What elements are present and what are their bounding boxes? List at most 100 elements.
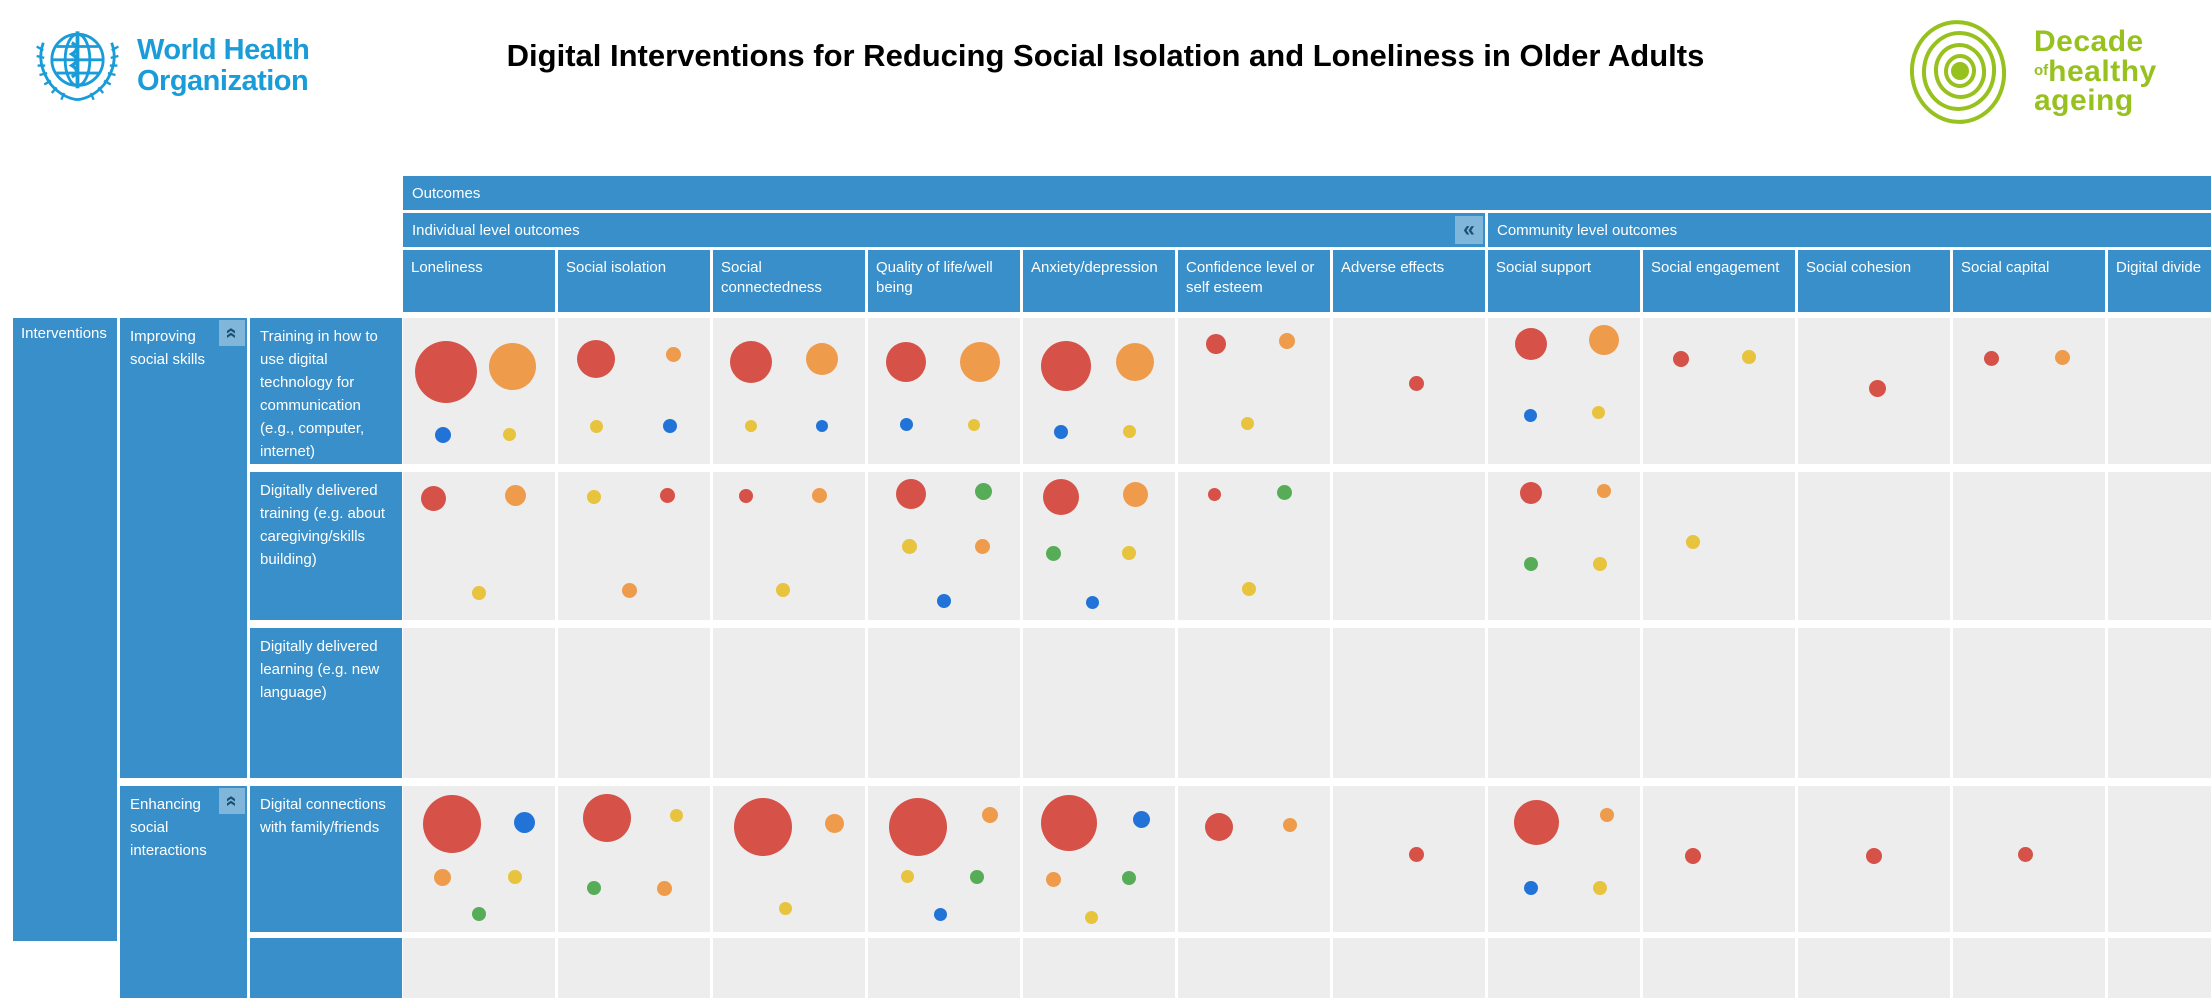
evidence-bubble-orange[interactable] [1596, 484, 1611, 499]
evidence-bubble-red[interactable] [739, 488, 754, 503]
evidence-bubble-yellow[interactable] [1122, 546, 1137, 561]
evidence-bubble-red[interactable] [582, 794, 631, 843]
evidence-bubble-yellow[interactable] [901, 870, 915, 884]
evidence-bubble-red[interactable] [1207, 487, 1221, 501]
evidence-bubble-red[interactable] [1983, 351, 1999, 367]
evidence-bubble-red[interactable] [1040, 794, 1097, 851]
evidence-bubble-yellow[interactable] [502, 428, 516, 442]
evidence-bubble-yellow[interactable] [1593, 881, 1608, 896]
evidence-bubble-red[interactable] [1519, 481, 1542, 504]
cell-qol [868, 938, 1020, 998]
evidence-bubble-red[interactable] [414, 341, 477, 404]
evidence-bubble-yellow[interactable] [587, 490, 602, 505]
evidence-bubble-red[interactable] [2018, 847, 2034, 863]
evidence-bubble-red[interactable] [1868, 379, 1886, 397]
collapse-individual-outcomes-button[interactable]: « [1455, 216, 1483, 244]
evidence-bubble-red[interactable] [1206, 334, 1226, 355]
evidence-bubble-red[interactable] [577, 339, 615, 378]
evidence-bubble-orange[interactable] [621, 582, 637, 598]
evidence-bubble-green[interactable] [970, 869, 985, 884]
evidence-bubble-yellow[interactable] [775, 583, 790, 598]
evidence-bubble-yellow[interactable] [779, 902, 793, 916]
evidence-bubble-yellow[interactable] [1241, 416, 1255, 430]
evidence-bubble-orange[interactable] [666, 347, 682, 362]
intervention-row-label: Digitally delivered learning (e.g. new l… [250, 628, 402, 778]
evidence-bubble-yellow[interactable] [508, 869, 523, 884]
evidence-bubble-yellow[interactable] [1242, 581, 1257, 596]
evidence-bubble-green[interactable] [472, 907, 486, 922]
evidence-bubble-red[interactable] [659, 488, 675, 504]
collapse-group-button[interactable]: « [219, 788, 245, 814]
decade-word2: healthy [2048, 55, 2157, 88]
evidence-bubble-yellow[interactable] [1686, 534, 1701, 549]
evidence-bubble-blue[interactable] [514, 812, 536, 833]
evidence-bubble-orange[interactable] [656, 880, 672, 896]
evidence-bubble-orange[interactable] [1279, 333, 1296, 350]
evidence-bubble-yellow[interactable] [1593, 556, 1608, 571]
evidence-bubble-blue[interactable] [1523, 881, 1538, 896]
evidence-bubble-orange[interactable] [488, 342, 536, 390]
evidence-bubble-red[interactable] [734, 797, 793, 856]
evidence-bubble-orange[interactable] [974, 538, 990, 554]
evidence-bubble-blue[interactable] [1524, 409, 1538, 423]
evidence-bubble-green[interactable] [1523, 556, 1538, 571]
evidence-bubble-blue[interactable] [1086, 595, 1100, 609]
evidence-bubble-blue[interactable] [663, 419, 678, 434]
evidence-bubble-red[interactable] [1514, 328, 1547, 361]
evidence-bubble-orange[interactable] [1283, 818, 1298, 833]
evidence-bubble-blue[interactable] [816, 420, 829, 433]
evidence-bubble-red[interactable] [1043, 479, 1079, 516]
collapse-group-button[interactable]: « [219, 320, 245, 346]
evidence-bubble-blue[interactable] [1054, 424, 1068, 439]
cell-social_engagement [1643, 472, 1795, 620]
evidence-bubble-orange[interactable] [981, 807, 998, 824]
community-band-label: Community level outcomes [1497, 221, 1678, 239]
evidence-bubble-red[interactable] [730, 340, 772, 383]
evidence-bubble-green[interactable] [1122, 870, 1137, 885]
evidence-bubble-orange[interactable] [1116, 342, 1155, 381]
evidence-bubble-yellow[interactable] [589, 419, 603, 433]
evidence-bubble-orange[interactable] [1045, 871, 1061, 887]
evidence-bubble-red[interactable] [889, 797, 948, 856]
evidence-bubble-red[interactable] [886, 341, 926, 382]
evidence-bubble-yellow[interactable] [1084, 910, 1098, 924]
evidence-bubble-orange[interactable] [1599, 808, 1614, 823]
evidence-bubble-blue[interactable] [937, 593, 951, 608]
evidence-bubble-orange[interactable] [825, 814, 845, 834]
evidence-bubble-orange[interactable] [811, 488, 827, 504]
evidence-bubble-red[interactable] [422, 794, 481, 853]
evidence-bubble-yellow[interactable] [670, 808, 684, 822]
evidence-bubble-blue[interactable] [434, 426, 451, 443]
evidence-bubble-yellow[interactable] [1592, 406, 1606, 420]
evidence-bubble-yellow[interactable] [968, 418, 981, 431]
evidence-bubble-red[interactable] [1866, 848, 1882, 865]
evidence-bubble-orange[interactable] [504, 485, 526, 507]
evidence-bubble-yellow[interactable] [1742, 350, 1757, 365]
evidence-bubble-orange[interactable] [806, 342, 839, 375]
evidence-bubble-green[interactable] [587, 881, 602, 896]
evidence-bubble-red[interactable] [1409, 376, 1425, 392]
evidence-bubble-green[interactable] [1276, 485, 1292, 501]
evidence-bubble-green[interactable] [1045, 545, 1061, 561]
evidence-bubble-yellow[interactable] [472, 586, 486, 601]
evidence-bubble-yellow[interactable] [1122, 425, 1136, 439]
evidence-bubble-green[interactable] [975, 482, 993, 500]
evidence-bubble-blue[interactable] [934, 907, 948, 921]
evidence-bubble-red[interactable] [1514, 800, 1560, 845]
evidence-bubble-red[interactable] [1040, 341, 1091, 392]
evidence-bubble-red[interactable] [1673, 350, 1689, 367]
evidence-bubble-red[interactable] [1409, 847, 1425, 863]
evidence-bubble-red[interactable] [1205, 812, 1234, 841]
evidence-bubble-orange[interactable] [960, 341, 1001, 382]
evidence-bubble-orange[interactable] [1122, 481, 1148, 507]
evidence-bubble-orange[interactable] [434, 869, 452, 887]
evidence-bubble-red[interactable] [1685, 848, 1702, 865]
evidence-bubble-blue[interactable] [899, 418, 913, 432]
evidence-bubble-yellow[interactable] [745, 420, 757, 433]
evidence-bubble-red[interactable] [895, 479, 926, 510]
evidence-bubble-orange[interactable] [1588, 324, 1619, 355]
evidence-bubble-yellow[interactable] [901, 538, 917, 554]
evidence-bubble-red[interactable] [420, 486, 446, 512]
evidence-bubble-orange[interactable] [2054, 349, 2070, 365]
evidence-bubble-blue[interactable] [1133, 811, 1151, 829]
